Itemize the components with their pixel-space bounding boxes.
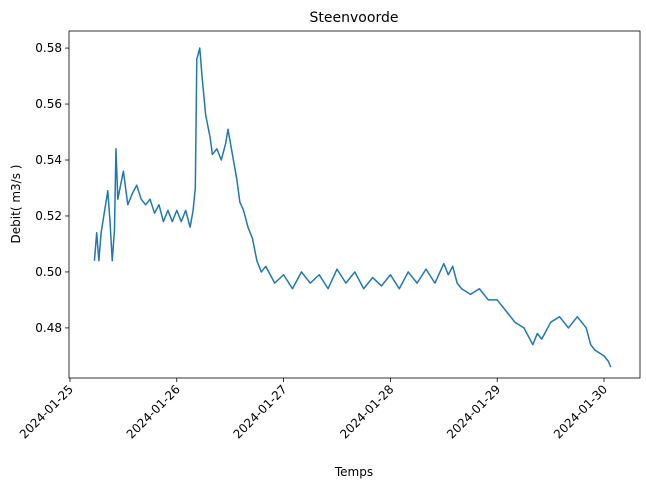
- y-tick-label: 0.48: [35, 321, 62, 335]
- y-axis-label: Debit( m3/s ): [9, 165, 23, 244]
- data-line: [93, 47, 612, 368]
- x-axis-label: Temps: [334, 465, 373, 479]
- y-tick-label: 0.52: [35, 209, 62, 223]
- plot-frame: [68, 30, 641, 379]
- y-tick-label: 0.56: [35, 97, 62, 111]
- chart-title: Steenvoorde: [310, 10, 399, 26]
- y-tick-label: 0.50: [35, 265, 62, 279]
- y-tick-label: 0.58: [35, 41, 62, 55]
- y-tick-label: 0.54: [35, 153, 62, 167]
